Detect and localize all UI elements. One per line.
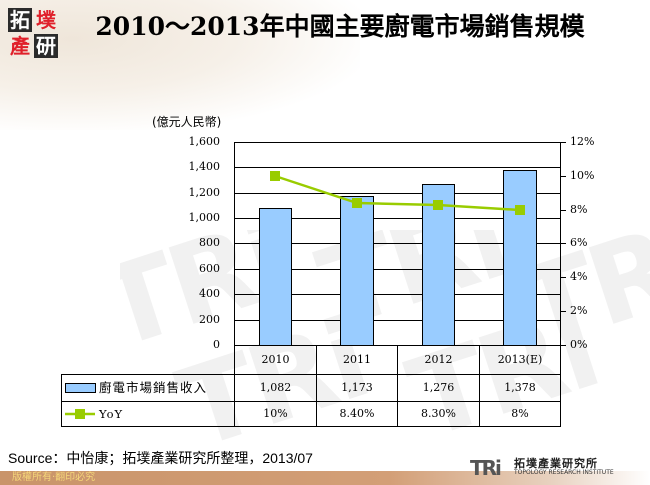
table-cell-yoy-value: 8.40%	[339, 407, 375, 420]
y-tick: 1,000	[188, 211, 221, 224]
y-tick: 400	[199, 287, 220, 300]
brand-logo: 拓 墣 產 研	[8, 8, 60, 58]
y2-tick: 4%	[570, 270, 588, 283]
legend-bar-swatch	[65, 383, 96, 393]
table-cell-bar-value: 1,082	[259, 381, 292, 394]
category-label: 2011	[343, 353, 371, 366]
yoy-line-series	[270, 171, 525, 215]
chart-plot	[61, 142, 566, 427]
bar-2013e	[503, 170, 537, 346]
y-tick: 800	[199, 236, 220, 249]
y2-tick: 8%	[570, 203, 588, 216]
yoy-marker	[433, 200, 443, 210]
logo-char: 研	[34, 34, 58, 58]
category-label: 2013(E)	[497, 353, 543, 366]
y-tick: 600	[199, 262, 220, 275]
yoy-marker	[270, 171, 280, 181]
y2-tick: 2%	[570, 304, 588, 317]
bar-series	[259, 170, 537, 346]
data-table-lines	[61, 345, 561, 427]
brand-name-cn: 拓墣產業研究所	[514, 457, 598, 470]
source-note: Source：中怡康；拓墣產業研究所整理，2013/07	[8, 450, 313, 466]
page-title: 2010～2013年中國主要廚電市場銷售規模	[95, 12, 585, 41]
legend-line-marker	[75, 409, 85, 419]
y2-tick: 12%	[570, 135, 595, 148]
bar-2011	[340, 196, 374, 346]
footer-bar	[0, 471, 650, 485]
y2-tick: 10%	[570, 169, 595, 182]
tri-logo: TRi 拓墣產業研究所 TOPOLOGY RESEARCH INSTITUTE	[470, 455, 645, 481]
y-tick: 1,200	[188, 186, 221, 199]
tri-mark: TRi	[470, 456, 502, 480]
logo-char: 拓	[8, 8, 32, 32]
bar-2012	[422, 184, 455, 346]
copyright-text: 版權所有‧翻印必究	[12, 472, 96, 483]
table-cell-bar-value: 1,276	[422, 381, 455, 394]
y-tick: 200	[199, 313, 220, 326]
table-cell-yoy-value: 8%	[511, 407, 529, 420]
category-label: 2012	[424, 353, 453, 366]
table-cell-bar-value: 1,173	[341, 381, 373, 394]
table-cell-bar-value: 1,378	[504, 381, 536, 394]
category-label: 2010	[261, 353, 290, 366]
y-tick: 1,600	[188, 135, 221, 148]
y2-tick: 0%	[570, 338, 588, 351]
y-axis-unit-label: (億元人民幣)	[152, 115, 222, 129]
table-cell-yoy-value: 10%	[263, 407, 288, 420]
logo-char: 產	[10, 34, 30, 58]
y-tick: 0	[213, 338, 220, 351]
bar-2010	[259, 208, 292, 346]
brand-name-en: TOPOLOGY RESEARCH INSTITUTE	[514, 469, 614, 476]
legend-label-line: YoY	[99, 407, 124, 421]
y2-tick: 6%	[570, 236, 588, 249]
table-cell-yoy-value: 8.30%	[421, 407, 456, 420]
yoy-marker	[515, 205, 525, 215]
map-background	[0, 0, 360, 130]
yoy-marker	[352, 198, 362, 208]
logo-char: 墣	[36, 8, 56, 32]
legend-label-bar: 廚電市場銷售收入	[99, 380, 208, 395]
y-tick: 1,400	[188, 160, 221, 173]
